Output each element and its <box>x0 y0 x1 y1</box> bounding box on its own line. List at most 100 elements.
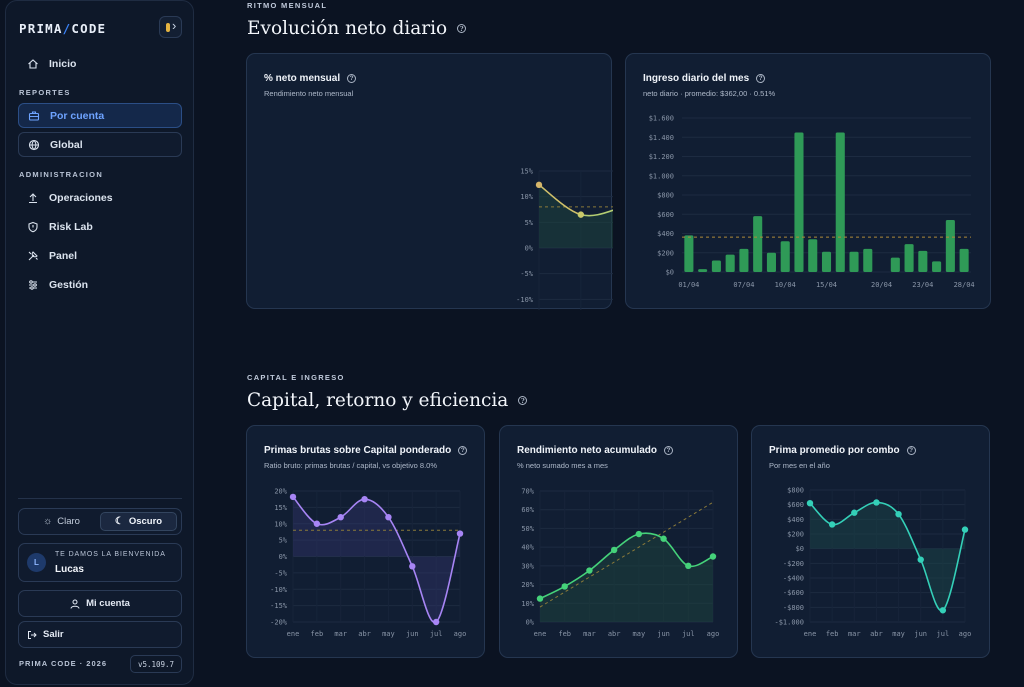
my-account-label: Mi cuenta <box>86 598 130 609</box>
logout-label: Salir <box>43 629 64 640</box>
collapse-sidebar-button[interactable]: › <box>159 16 182 38</box>
y-tick-label: 10% <box>520 193 533 201</box>
upload-icon <box>26 191 40 205</box>
section-title-text: Evolución neto diario <box>247 18 448 39</box>
logout-icon <box>27 630 37 640</box>
y-tick-label: -$800 <box>783 604 804 612</box>
chart-card-cumulative-return: Rendimiento neto acumulado? % neto sumad… <box>499 425 738 658</box>
card-title: Rendimiento neto acumulado? <box>517 445 674 456</box>
tools-icon <box>26 249 40 263</box>
section-title-text: Capital, retorno y eficiencia <box>247 390 509 411</box>
card-title-text: Rendimiento neto acumulado <box>517 445 658 456</box>
help-icon[interactable]: ? <box>906 446 916 455</box>
x-tick-label: jun <box>406 630 419 638</box>
nav-item-global[interactable]: Global <box>18 132 182 157</box>
footer-brand: PRIMA CODE · 2026 <box>19 659 107 668</box>
data-point <box>660 535 667 542</box>
data-point <box>289 493 297 501</box>
daily-income-chart: $1.600 $1.400 $1.200 $1.000 $800 $600 $400 $200… <box>649 115 975 290</box>
help-icon[interactable]: ? <box>457 24 467 33</box>
y-tick-label: 0% <box>525 245 534 253</box>
sidebar: PRIMA/CODE › Inicio REPORTES Por cuenta … <box>5 0 194 685</box>
y-tick-label: -$1.000 <box>774 619 804 627</box>
y-tick-label: 40% <box>521 544 534 552</box>
nav-item-management[interactable]: Gestión <box>18 272 182 297</box>
x-tick-label: ago <box>454 630 467 638</box>
x-tick-label: 07/04 <box>733 281 754 289</box>
section-title: Capital, retorno y eficiencia? <box>247 390 528 411</box>
chart-card-monthly-net: % neto mensual? Rendimiento neto mensual… <box>246 53 613 310</box>
area-fill <box>539 184 613 248</box>
y-tick-label: -5% <box>274 569 287 577</box>
bar <box>821 251 832 272</box>
help-icon[interactable]: ? <box>458 446 468 455</box>
nav-item-home[interactable]: Inicio <box>18 51 182 76</box>
y-tick-label: 15% <box>274 504 287 512</box>
x-tick-label: feb <box>826 630 839 638</box>
nav-item-risk-lab[interactable]: Risk Lab <box>18 214 182 239</box>
bar <box>808 239 818 272</box>
bar <box>904 244 914 272</box>
avg-premium-chart: $800 $600 $400 $200 $0 -$200 -$400 -$600 -$800 -$… <box>774 487 972 639</box>
help-icon[interactable]: ? <box>664 446 674 455</box>
section-title: Evolución neto diario? <box>247 18 467 39</box>
nav-item-operations[interactable]: Operaciones <box>18 185 182 210</box>
data-point <box>432 618 440 626</box>
nav-item-label: Por cuenta <box>50 109 105 122</box>
y-tick-label: $200 <box>787 531 804 539</box>
help-icon[interactable]: ? <box>518 396 528 405</box>
pill-icon <box>166 23 170 32</box>
logout-button[interactable]: Salir <box>18 621 182 648</box>
bar <box>711 260 721 272</box>
data-point <box>635 530 643 538</box>
y-tick-label: $600 <box>787 501 804 509</box>
data-point <box>385 514 392 521</box>
help-icon[interactable]: ? <box>756 74 766 83</box>
x-tick-label: abr <box>870 630 883 638</box>
bar <box>684 235 694 272</box>
bar <box>780 241 790 272</box>
y-tick-label: 20% <box>521 581 534 589</box>
x-tick-label: mar <box>848 630 861 638</box>
card-subtitle: Rendimiento neto mensual <box>264 89 354 98</box>
x-tick-label: 15/04 <box>816 281 837 289</box>
sliders-icon <box>26 278 40 292</box>
y-tick-label: $1.600 <box>649 115 674 123</box>
bar <box>753 216 763 272</box>
bar <box>725 254 735 272</box>
user-icon <box>70 599 80 609</box>
data-point <box>851 509 858 516</box>
x-tick-label: ago <box>707 630 720 638</box>
card-title: Ingreso diario del mes? <box>643 73 766 84</box>
data-point <box>806 500 814 507</box>
shield-alert-icon <box>26 220 40 234</box>
nav-item-label: Risk Lab <box>49 220 93 233</box>
x-tick-label: ene <box>534 630 547 638</box>
y-tick-label: 0% <box>279 553 288 561</box>
x-tick-label: ago <box>959 630 972 638</box>
area-fill <box>540 533 713 622</box>
bar <box>932 261 942 272</box>
y-tick-label: -$200 <box>783 560 804 568</box>
card-title-text: % neto mensual <box>264 73 341 84</box>
theme-light-label: Claro <box>57 516 80 527</box>
nav-item-panel[interactable]: Panel <box>18 243 182 268</box>
y-tick-label: $400 <box>657 230 674 238</box>
nav-item-label: Gestión <box>49 278 89 291</box>
my-account-button[interactable]: Mi cuenta <box>18 590 182 617</box>
theme-dark-button[interactable]: ☾ Oscuro <box>100 512 177 531</box>
series-line-segment <box>580 209 613 217</box>
version-badge: v5.109.7 <box>130 655 182 673</box>
moon-icon: ☾ <box>114 516 124 527</box>
nav-item-by-account[interactable]: Por cuenta <box>18 103 182 128</box>
y-tick-label: 30% <box>521 562 534 570</box>
y-tick-label: 15% <box>520 168 533 176</box>
help-icon[interactable]: ? <box>347 74 357 83</box>
theme-light-button[interactable]: ☼ Claro <box>23 512 100 531</box>
y-tick-label: $800 <box>657 192 674 200</box>
x-tick-label: abr <box>608 630 621 638</box>
x-tick-label: jun <box>914 630 927 638</box>
chart-card-gross-premiums: Primas brutas sobre Capital ponderado? R… <box>246 425 485 658</box>
x-tick-label: abr <box>358 630 371 638</box>
globe-icon <box>27 138 41 152</box>
